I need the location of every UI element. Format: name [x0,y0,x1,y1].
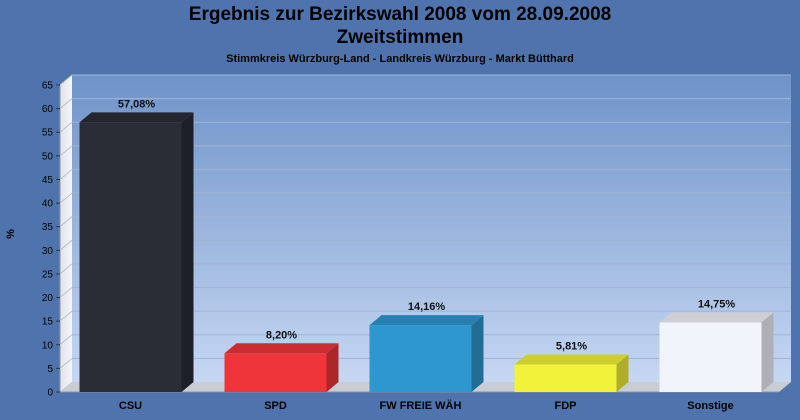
gridline-side [59,358,73,369]
bar-top [659,312,774,323]
data-label: 14,16% [408,301,446,313]
x-tick-label: FDP [555,400,577,412]
y-tick-label: 45 [42,175,54,186]
data-label: 5,81% [556,341,587,353]
gridline-side [59,310,73,322]
y-tick-label: 0 [47,388,53,399]
bar-side [761,312,774,392]
bar [514,364,617,392]
y-tick-label: 35 [42,222,54,233]
gridline-side [59,216,73,228]
chart-title-line2: Zweitstimmen [336,27,464,48]
y-tick-label: 40 [42,199,54,210]
bar-side [181,112,194,392]
chart-title: Ergebnis zur Bezirkswahl 2008 vom 28.09.… [188,4,612,25]
gridline-side [59,121,73,133]
x-tick-label: FW FREIE WÄH [380,399,462,412]
chart-subtitle: Stimmkreis Würzburg-Land - Landkreis Wür… [226,53,574,65]
bar-side [616,354,629,392]
gridline-side [59,287,73,298]
y-tick-label: 20 [42,293,54,304]
y-tick-label: 10 [42,340,54,351]
x-tick-label: SPD [264,400,287,412]
data-label: 14,75% [698,298,736,310]
y-tick-label: 60 [42,104,54,115]
bar [369,325,472,392]
gridline-side [59,98,73,109]
bar-side [326,343,339,392]
x-tick-label: CSU [119,400,142,412]
gridline-side [59,239,73,251]
data-label: 8,20% [266,329,297,341]
gridline-side [59,192,73,204]
gridline-side [59,169,73,180]
y-tick-label: 65 [42,81,54,92]
gridline-side [59,263,73,275]
bar-top [514,354,629,365]
plot-side-wall [60,75,72,392]
y-tick-label: 50 [42,151,54,162]
y-tick-label: 25 [42,269,54,280]
bar-top [79,112,194,123]
bar [659,322,762,392]
y-tick-label: 30 [42,246,54,257]
x-tick-label: Sonstige [687,400,733,412]
bar [79,122,182,392]
bar [224,353,327,392]
bar-side [471,315,484,392]
y-tick-label: 55 [42,128,54,139]
gridline-side [59,145,73,157]
gridline-side [59,74,73,86]
bar-top [369,315,484,326]
bar-top [224,343,339,354]
y-tick-label: 5 [47,364,53,375]
gridline-side [59,334,73,346]
y-tick-label: 15 [42,317,54,328]
data-label: 57,08% [118,98,156,110]
